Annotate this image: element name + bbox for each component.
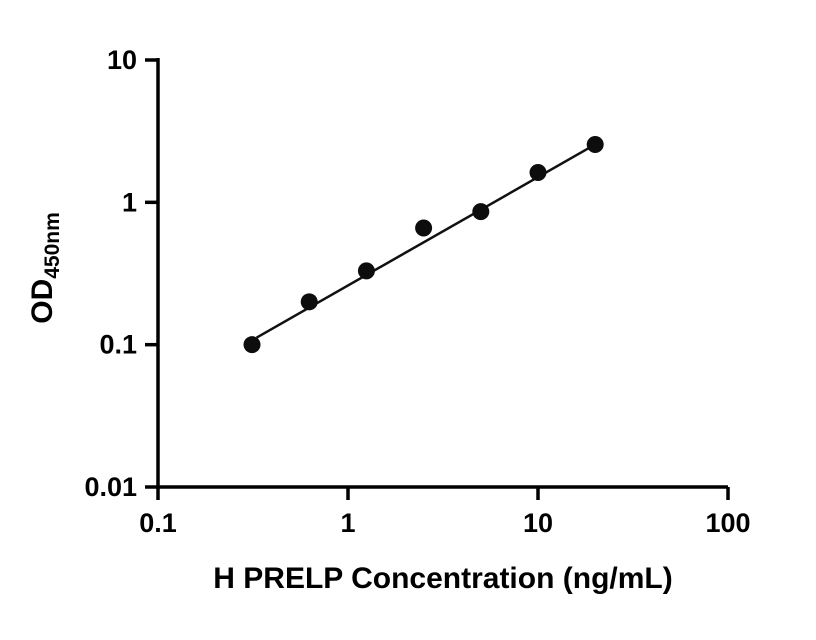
data-point <box>300 293 318 311</box>
y-axis-title-subscript: 450nm <box>41 212 64 279</box>
data-point <box>586 135 604 153</box>
y-tick-label: 10 <box>107 45 137 75</box>
y-axis-title: OD450nm <box>26 212 64 324</box>
x-tick-label: 100 <box>705 508 750 538</box>
axis-spines <box>156 58 728 489</box>
y-tick-label: 0.01 <box>84 472 137 502</box>
data-point <box>415 219 433 237</box>
x-tick-label: 0.1 <box>139 508 177 538</box>
x-tick-label: 10 <box>523 508 553 538</box>
data-point <box>529 164 547 182</box>
data-point <box>357 262 375 280</box>
y-tick-label: 0.1 <box>99 330 137 360</box>
x-tick-label: 1 <box>340 508 355 538</box>
data-point <box>472 203 490 221</box>
y-tick-label: 1 <box>122 187 137 217</box>
y-axis-title-main: OD <box>26 279 59 324</box>
x-axis-title: H PRELP Concentration (ng/mL) <box>213 562 672 595</box>
data-point <box>243 336 261 354</box>
